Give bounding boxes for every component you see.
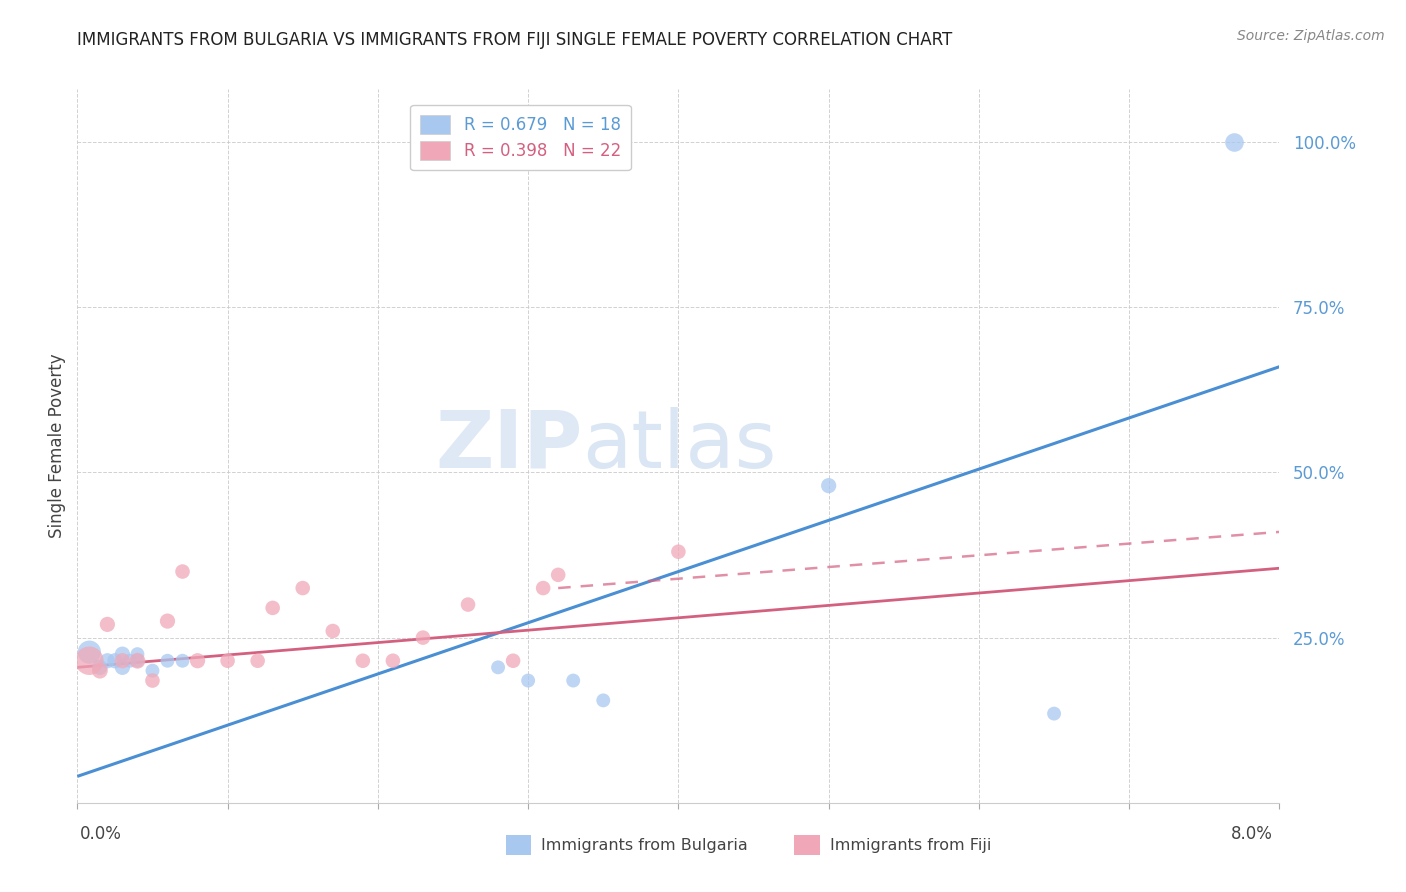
Point	[352, 654, 374, 668]
Point	[291, 581, 314, 595]
Point	[322, 624, 344, 638]
Point	[217, 654, 239, 668]
Point	[141, 673, 163, 688]
Point	[1223, 135, 1246, 149]
Point	[517, 673, 540, 688]
Point	[127, 654, 149, 668]
Point	[89, 660, 111, 674]
Point	[547, 567, 569, 582]
Point	[502, 654, 524, 668]
Point	[531, 581, 554, 595]
Point	[381, 654, 404, 668]
Point	[186, 654, 209, 668]
Point	[89, 664, 111, 678]
Text: Immigrants from Fiji: Immigrants from Fiji	[830, 838, 991, 853]
Point	[96, 654, 118, 668]
Text: Source: ZipAtlas.com: Source: ZipAtlas.com	[1237, 29, 1385, 43]
Point	[592, 693, 614, 707]
Point	[668, 545, 690, 559]
Text: atlas: atlas	[582, 407, 776, 485]
Point	[246, 654, 269, 668]
Point	[486, 660, 509, 674]
Point	[104, 654, 127, 668]
Point	[111, 647, 134, 661]
Text: Immigrants from Bulgaria: Immigrants from Bulgaria	[541, 838, 748, 853]
Point	[457, 598, 479, 612]
Point	[79, 654, 101, 668]
Text: IMMIGRANTS FROM BULGARIA VS IMMIGRANTS FROM FIJI SINGLE FEMALE POVERTY CORRELATI: IMMIGRANTS FROM BULGARIA VS IMMIGRANTS F…	[77, 31, 953, 49]
Text: 0.0%: 0.0%	[80, 825, 122, 843]
Point	[172, 654, 194, 668]
Point	[1043, 706, 1066, 721]
Point	[817, 478, 839, 492]
Point	[172, 565, 194, 579]
Point	[562, 673, 585, 688]
Point	[262, 600, 284, 615]
Point	[111, 654, 134, 668]
Point	[156, 654, 179, 668]
Point	[412, 631, 434, 645]
Point	[118, 654, 141, 668]
Point	[127, 647, 149, 661]
Point	[141, 664, 163, 678]
Text: 8.0%: 8.0%	[1230, 825, 1272, 843]
Y-axis label: Single Female Poverty: Single Female Poverty	[48, 354, 66, 538]
Point	[156, 614, 179, 628]
Point	[96, 617, 118, 632]
Point	[111, 660, 134, 674]
Point	[79, 645, 101, 659]
Point	[127, 654, 149, 668]
Legend: R = 0.679   N = 18, R = 0.398   N = 22: R = 0.679 N = 18, R = 0.398 N = 22	[411, 104, 631, 169]
Text: ZIP: ZIP	[434, 407, 582, 485]
